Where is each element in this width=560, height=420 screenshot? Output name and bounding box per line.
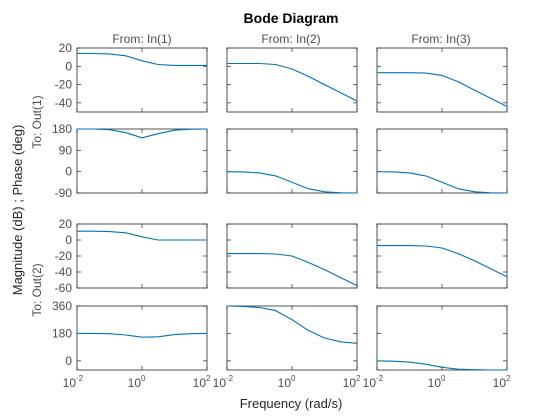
y-tick-label: 0 bbox=[65, 233, 72, 247]
x-tick-label-exponent: 2 bbox=[206, 374, 211, 383]
panel-out2-in1-magnitude-frame bbox=[76, 223, 208, 289]
panel-out1-in3-magnitude-frame bbox=[376, 47, 508, 113]
y-tick-label: 0 bbox=[65, 165, 72, 179]
panel-out1-in1-magnitude: 20 0 -20 -40 bbox=[55, 41, 208, 113]
panel-out1-in3-phase bbox=[376, 128, 508, 194]
x-tick-label-base: 10 bbox=[493, 376, 507, 390]
panel-out2-in3-phase: 10 -2 10 0 10 2 bbox=[363, 305, 511, 390]
panel-grid: 200-20-40180900-90200-20-40-60360180010-… bbox=[52, 41, 511, 390]
row-label-out1: To: Out(1) bbox=[30, 95, 44, 148]
panel-out2-in3-phase-response-line bbox=[376, 360, 507, 371]
x-tick-label-base: 10 bbox=[128, 376, 142, 390]
panel-out2-in2-phase: 10 -2 10 0 10 2 bbox=[213, 305, 361, 390]
panel-out2-in1-magnitude: 20 0 -20 -40 -60 bbox=[55, 217, 208, 295]
panel-out1-in2-magnitude-frame bbox=[226, 47, 358, 113]
panel-out2-in3-phase-frame bbox=[376, 305, 508, 371]
y-tick-label: -20 bbox=[55, 249, 73, 263]
panel-out1-in2-phase bbox=[226, 128, 358, 194]
panel-out1-in1-magnitude-frame bbox=[76, 47, 208, 113]
panel-out2-in2-magnitude-response-line bbox=[227, 253, 358, 287]
panel-out1-in2-magnitude-response-line bbox=[227, 62, 358, 102]
panel-out2-in3-magnitude-response-line bbox=[377, 245, 508, 278]
y-tick-label: -40 bbox=[55, 96, 73, 110]
panel-out1-in1-phase-response-line bbox=[77, 128, 208, 139]
column-label-in3: From: In(3) bbox=[411, 32, 470, 46]
x-tick-label-base: 10 bbox=[63, 376, 77, 390]
panel-out2-in3-magnitude-frame bbox=[376, 223, 508, 289]
y-tick-label: 180 bbox=[52, 326, 72, 340]
x-tick-label-exponent: -2 bbox=[376, 374, 384, 383]
panel-out2-in2-phase-response-line bbox=[226, 305, 358, 344]
panel-out1-in1-magnitude-response-line bbox=[77, 52, 207, 66]
y-tick-label: -60 bbox=[55, 281, 73, 295]
y-tick-label: 20 bbox=[59, 41, 73, 55]
panel-out2-in2-phase-frame bbox=[226, 305, 358, 371]
panel-out1-in2-magnitude bbox=[226, 47, 358, 113]
panel-out2-in3-magnitude bbox=[376, 223, 508, 289]
x-tick-label-base: 10 bbox=[428, 376, 442, 390]
panel-out1-in3-magnitude bbox=[376, 47, 508, 113]
row-label-out2: To: Out(2) bbox=[30, 263, 44, 316]
x-tick-label-base: 10 bbox=[278, 376, 292, 390]
x-tick-label-exponent: 0 bbox=[291, 374, 296, 383]
panel-out1-in3-magnitude-response-line bbox=[377, 72, 508, 107]
x-tick-label-exponent: 2 bbox=[356, 374, 361, 383]
panel-out1-in1-phase: 180 90 0 -90 bbox=[52, 122, 208, 200]
panel-out2-in2-magnitude bbox=[226, 223, 358, 289]
y-tick-label: -90 bbox=[55, 186, 73, 200]
x-tick-label-base: 10 bbox=[343, 376, 357, 390]
x-tick-label-base: 10 bbox=[213, 376, 227, 390]
y-tick-label: 90 bbox=[59, 143, 73, 157]
figure-title: Bode Diagram bbox=[244, 10, 339, 26]
panel-out1-in3-phase-response-line bbox=[376, 171, 508, 194]
x-tick-label-base: 10 bbox=[193, 376, 207, 390]
x-tick-label-exponent: -2 bbox=[76, 374, 84, 383]
panel-out1-in2-phase-frame bbox=[226, 128, 358, 194]
panel-out1-in3-phase-frame bbox=[376, 128, 508, 194]
column-label-in2: From: In(2) bbox=[261, 32, 320, 46]
x-axis-label: Frequency (rad/s) bbox=[240, 396, 343, 411]
x-tick-label-exponent: -2 bbox=[226, 374, 234, 383]
column-label-in1: From: In(1) bbox=[112, 32, 171, 46]
x-tick-label-exponent: 0 bbox=[141, 374, 146, 383]
panel-out2-in1-phase-frame bbox=[76, 305, 208, 371]
y-tick-label: 180 bbox=[52, 122, 72, 136]
panel-out2-in1-magnitude-response-line bbox=[77, 230, 207, 241]
x-tick-label-base: 10 bbox=[363, 376, 377, 390]
x-tick-label-exponent: 0 bbox=[441, 374, 446, 383]
y-tick-label: 0 bbox=[65, 354, 72, 368]
y-tick-label: -20 bbox=[55, 78, 73, 92]
y-axis-label: Magnitude (dB) ; Phase (deg) bbox=[10, 125, 25, 296]
y-tick-label: -40 bbox=[55, 265, 73, 279]
y-tick-label: 20 bbox=[59, 217, 73, 231]
panel-out1-in1-phase-frame bbox=[76, 128, 208, 194]
panel-out1-in2-phase-response-line bbox=[226, 171, 358, 194]
panel-out2-in1-phase-response-line bbox=[77, 332, 208, 338]
y-tick-label: 360 bbox=[52, 299, 72, 313]
y-tick-label: 0 bbox=[65, 59, 72, 73]
x-tick-label-exponent: 2 bbox=[506, 374, 511, 383]
